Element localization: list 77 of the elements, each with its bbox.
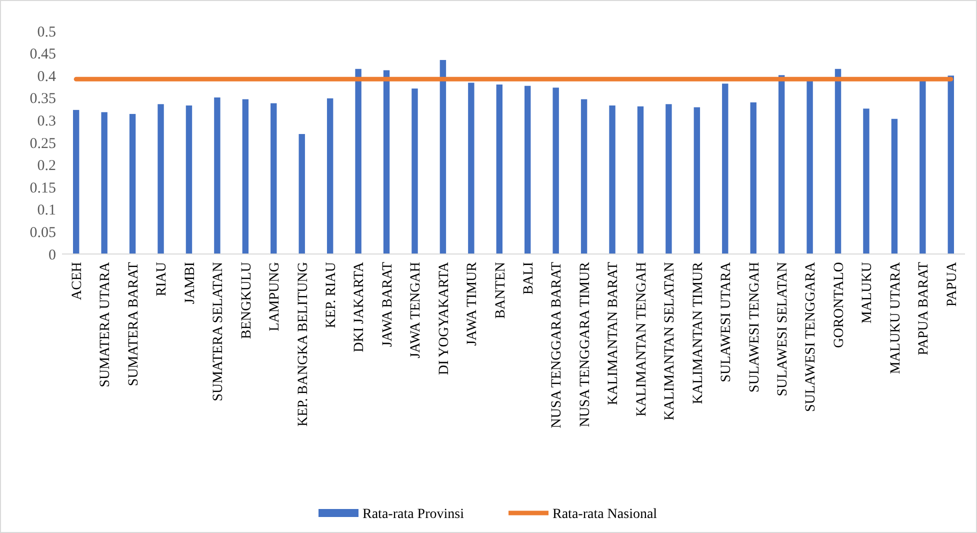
- bar: [806, 80, 813, 254]
- bar: [101, 112, 108, 254]
- x-tick-label: KALIMANTAN TENGAH: [634, 262, 650, 417]
- x-tick-label: PAPUA BARAT: [916, 262, 932, 356]
- y-tick-label: 0.05: [30, 224, 56, 241]
- x-tick-label: PAPUA: [944, 261, 960, 307]
- bar: [722, 84, 728, 254]
- x-tick-label: SULAWESI UTARA: [719, 261, 734, 382]
- y-tick-label: 0.5: [37, 24, 56, 40]
- bar: [468, 82, 474, 254]
- x-tick-label: GORONTALO: [832, 262, 847, 348]
- bar: [609, 105, 616, 254]
- x-tick-label: BANTEN: [493, 262, 508, 319]
- y-tick-label: 0: [48, 247, 56, 264]
- bar: [834, 68, 842, 254]
- y-tick-label: 0.15: [30, 180, 56, 196]
- x-tick-label: SUMATERA BARAT: [126, 262, 142, 386]
- bar: [524, 86, 531, 254]
- x-tick-label: KALIMANTAN BARAT: [606, 262, 622, 406]
- bar: [496, 84, 502, 254]
- bar: [750, 102, 756, 254]
- x-tick-label: RIAU: [154, 262, 170, 296]
- bar: [552, 88, 559, 254]
- bar: [129, 114, 136, 254]
- legend-label: Rata-rata Nasional: [552, 506, 658, 522]
- bar: [242, 99, 249, 254]
- x-tick-label: NUSA TENGGARA BARAT: [550, 262, 565, 428]
- y-tick-label: 0.45: [30, 46, 56, 63]
- y-tick-label: 0.25: [30, 136, 56, 152]
- bar: [214, 97, 220, 254]
- bar: [778, 75, 785, 254]
- bar: [73, 110, 80, 254]
- bar: [948, 76, 954, 254]
- y-tick-label: 0.2: [37, 158, 56, 174]
- x-tick-label: DI YOGYAKARTA: [436, 261, 452, 376]
- x-tick-label: KEP. BANGKA BELITUNG: [296, 262, 311, 426]
- x-tick-label: JAWA TENGAH: [408, 262, 424, 358]
- bar: [666, 104, 672, 254]
- y-tick-label: 0.4: [37, 68, 56, 85]
- x-tick-label: SULAWESI TENGGARA: [804, 261, 819, 412]
- bar: [270, 103, 277, 254]
- bar: [326, 98, 334, 254]
- bar: [694, 107, 700, 254]
- x-tick-label: KALIMANTAN TIMUR: [690, 261, 706, 404]
- bar: [355, 68, 362, 254]
- x-tick-label: LAMPUNG: [268, 262, 283, 332]
- x-tick-label: KEP. RIAU: [324, 262, 339, 328]
- x-tick-label: KALIMANTAN SELATAN: [662, 262, 678, 420]
- bar: [920, 80, 926, 254]
- y-tick-label: 0.3: [37, 113, 56, 130]
- x-tick-label: MALUKU UTARA: [888, 261, 904, 374]
- x-tick-label: DKI JAKARTA: [352, 261, 368, 352]
- x-tick-label: SULAWESI SELATAN: [775, 262, 790, 396]
- bar: [298, 134, 305, 254]
- x-tick-label: JAWA BARAT: [380, 262, 396, 347]
- bar: [383, 70, 390, 254]
- legend-label: Rata-rata Provinsi: [362, 506, 464, 522]
- x-tick-label: BALI: [522, 262, 537, 295]
- bar: [412, 88, 418, 254]
- x-tick-label: BENGKULU: [239, 262, 254, 339]
- bar: [891, 118, 898, 254]
- bar: [186, 105, 192, 254]
- x-tick-label: NUSA TENGGARA TIMUR: [578, 261, 593, 428]
- bar: [637, 106, 644, 254]
- x-tick-label: SUMATERA SELATAN: [211, 262, 226, 402]
- x-tick-label: MALUKU: [860, 262, 876, 324]
- bar: [440, 60, 446, 254]
- x-tick-label: JAWA TIMUR: [465, 261, 480, 346]
- bar: [158, 104, 164, 254]
- bar: [863, 108, 870, 254]
- x-tick-label: ACEH: [70, 262, 86, 300]
- y-tick-label: 0.35: [30, 91, 56, 108]
- y-tick-label: 0.1: [37, 202, 56, 219]
- x-tick-label: JAMBI: [182, 262, 198, 304]
- x-tick-label: SUMATERA UTARA: [98, 261, 114, 388]
- bar: [580, 99, 588, 254]
- x-tick-label: SULAWESI TENGAH: [747, 262, 762, 392]
